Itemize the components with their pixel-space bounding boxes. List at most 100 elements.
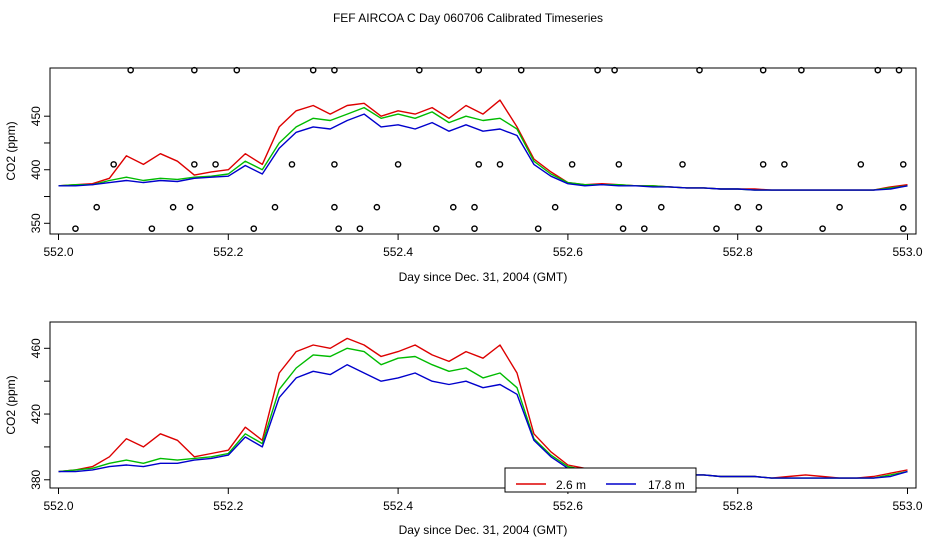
top-marker-point (594, 66, 601, 74)
top-marker-point (288, 161, 296, 168)
top-series-group (58, 99, 908, 191)
top-marker-point (127, 66, 134, 74)
legend-box (504, 467, 697, 493)
top-y-tick-label: 350 (29, 213, 43, 233)
top-marker-point (857, 161, 865, 168)
top-marker-point (72, 225, 79, 232)
top-x-tick-label: 552.6 (553, 245, 583, 259)
top-marker-point (517, 66, 525, 74)
top-chart-panel: 552.0 552.2 552.4 552.6 552.8 553.0 350 400 450… (4, 66, 923, 284)
top-marker-point (713, 225, 720, 232)
top-marker-point (335, 225, 342, 232)
top-marker-point (734, 203, 742, 211)
top-plot-frame (49, 67, 917, 235)
top-marker-point (899, 161, 907, 168)
top-series-line-3 (58, 113, 908, 191)
top-marker-point (836, 203, 843, 211)
top-marker-point (471, 203, 478, 211)
top-marker-point (449, 203, 457, 211)
top-marker-point (899, 225, 907, 232)
top-marker-point (615, 161, 623, 168)
top-marker-point (169, 203, 177, 211)
top-marker-point (471, 225, 478, 232)
top-y-axis: 350 400 450 (29, 106, 50, 233)
top-marker-point (534, 225, 542, 232)
top-x-tick-label: 553.0 (892, 245, 922, 259)
bottom-y-tick-label: 420 (29, 404, 43, 424)
top-marker-point (475, 161, 483, 168)
bottom-x-tick-label: 552.6 (553, 499, 583, 513)
bottom-plot-frame (49, 321, 917, 489)
top-marker-point (551, 203, 559, 211)
top-marker-point (568, 161, 576, 168)
top-marker-point (679, 161, 686, 168)
top-marker-point (619, 225, 627, 232)
top-series-line-1 (58, 99, 908, 191)
top-x-tick-label: 552.8 (723, 245, 753, 259)
bottom-series-line-2 (58, 347, 908, 479)
bottom-chart-panel: 552.0 552.2 552.4 552.6 552.8 553.0 380 420 460… (4, 321, 923, 537)
figure-title: FEF AIRCOA C Day 060706 Calibrated Times… (333, 11, 603, 25)
bottom-x-tick-label: 553.0 (892, 499, 922, 513)
top-marker-point (331, 161, 338, 168)
top-x-axis: 552.0 552.2 552.4 552.6 552.8 553.0 (43, 234, 923, 259)
top-marker-point (657, 203, 665, 211)
top-marker-point (233, 66, 241, 74)
bottom-y-tick-label: 380 (29, 469, 43, 489)
top-series-line-2 (58, 106, 908, 191)
top-marker-point (475, 66, 483, 74)
top-marker-point (615, 203, 623, 211)
top-y-tick-label: 400 (29, 159, 43, 179)
top-marker-point (798, 66, 805, 74)
top-marker-point (148, 225, 156, 232)
top-marker-point (250, 225, 258, 232)
top-marker-point (899, 203, 907, 211)
legend: 2.6 m 17.8 m (504, 467, 697, 493)
top-x-tick-label: 552.4 (383, 245, 413, 259)
top-marker-point (819, 225, 826, 232)
top-marker-point (496, 161, 504, 168)
top-x-axis-label: Day since Dec. 31, 2004 (GMT) (399, 270, 568, 284)
top-y-axis-label: CO2 (ppm) (4, 121, 18, 180)
top-marker-point (611, 66, 618, 74)
top-marker-point (755, 203, 763, 211)
top-marker-point (191, 66, 198, 74)
top-marker-group (72, 66, 907, 232)
top-marker-point (373, 203, 381, 211)
bottom-series-line-3 (58, 364, 908, 479)
top-marker-point (356, 225, 364, 232)
bottom-x-tick-label: 552.2 (213, 499, 243, 513)
bottom-x-tick-label: 552.4 (383, 499, 413, 513)
bottom-x-tick-label: 552.8 (723, 499, 753, 513)
top-marker-point (696, 66, 703, 74)
top-marker-point (874, 66, 882, 74)
top-marker-point (755, 225, 763, 232)
bottom-series-line-1 (58, 337, 908, 479)
top-marker-point (331, 203, 338, 211)
bottom-y-axis: 380 420 460 (29, 338, 50, 490)
top-marker-point (93, 203, 100, 211)
top-x-tick-label: 552.0 (43, 245, 73, 259)
legend-label-2-6m: 2.6 m (556, 478, 586, 492)
bottom-y-tick-label: 460 (29, 338, 43, 358)
top-marker-point (759, 161, 767, 168)
bottom-x-axis: 552.0 552.2 552.4 552.6 552.8 553.0 (43, 488, 923, 513)
top-marker-point (186, 203, 194, 211)
bottom-y-axis-label: CO2 (ppm) (4, 375, 18, 434)
top-marker-point (416, 66, 423, 74)
top-marker-point (212, 161, 219, 168)
legend-label-17-8m: 17.8 m (648, 478, 685, 492)
bottom-x-axis-label: Day since Dec. 31, 2004 (GMT) (399, 523, 568, 537)
bottom-series-group (58, 337, 908, 479)
bottom-x-tick-label: 552.0 (43, 499, 73, 513)
top-x-tick-label: 552.2 (213, 245, 243, 259)
top-marker-point (110, 161, 117, 168)
top-marker-point (641, 225, 648, 232)
top-marker-point (271, 203, 279, 211)
top-marker-point (759, 66, 767, 74)
top-marker-point (394, 161, 402, 168)
top-marker-point (186, 225, 194, 232)
top-marker-point (331, 66, 338, 74)
top-marker-point (433, 225, 440, 232)
